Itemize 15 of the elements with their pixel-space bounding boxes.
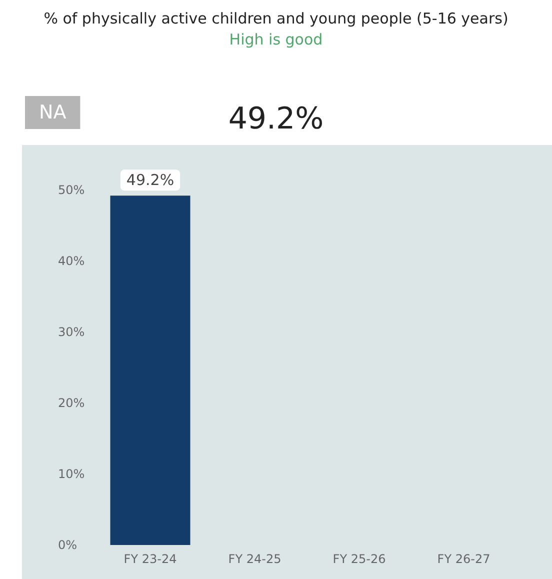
y-tick-label: 20% — [58, 396, 85, 410]
y-tick-label: 10% — [58, 467, 85, 481]
text: NA — [39, 102, 66, 124]
y-tick-label: 30% — [58, 325, 85, 339]
x-tick-label: FY 24-25 — [228, 552, 282, 566]
chart-subtitle: High is good — [229, 30, 323, 48]
chart-title: % of physically active children and young people (5-16 years) — [44, 10, 508, 28]
x-tick-label: FY 23-24 — [124, 552, 177, 566]
y-tick-label: 0% — [58, 538, 78, 552]
y-tick-label: 50% — [58, 183, 85, 197]
text: 49.2% — [228, 102, 324, 136]
data-label: 49.2% — [126, 171, 174, 190]
x-tick-label: FY 26-27 — [437, 552, 490, 566]
y-tick-label: 40% — [58, 254, 85, 268]
x-tick-label: FY 25-26 — [332, 552, 386, 566]
